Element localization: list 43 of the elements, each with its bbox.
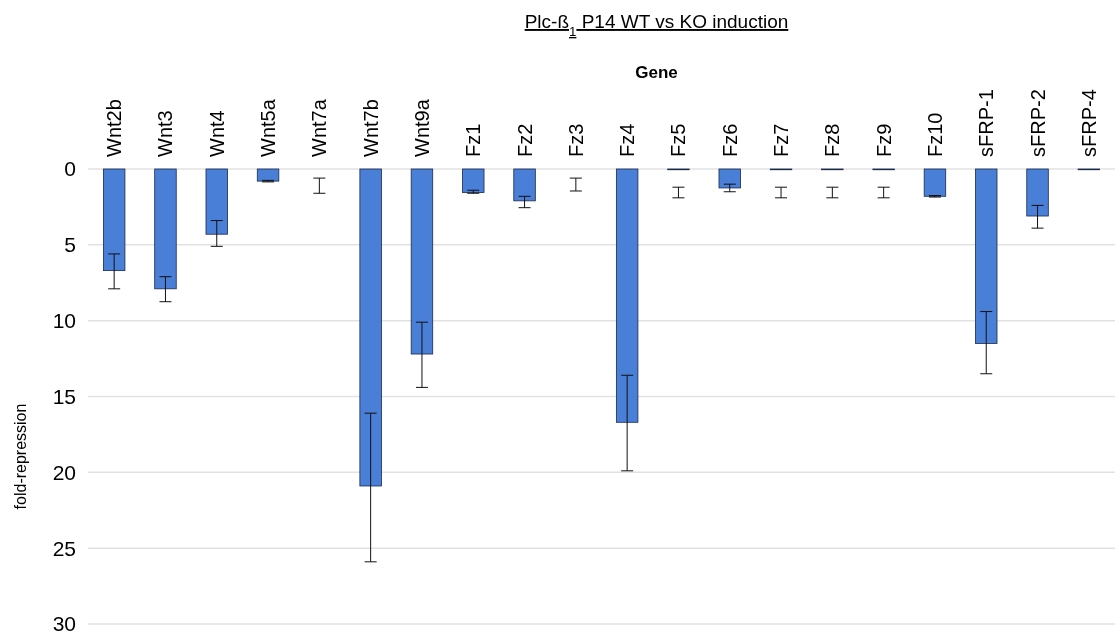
bar [154, 168, 177, 290]
x-tick-label: Wnt7b [359, 99, 382, 157]
bar [205, 168, 228, 235]
x-tick-label: Wnt7a [308, 98, 331, 157]
x-tick-label: Wnt2b [103, 99, 126, 157]
y-tick-label: 5 [64, 233, 76, 257]
x-tick-label: Wnt5a [257, 98, 280, 157]
x-tick-label: Fz1 [462, 123, 485, 157]
x-tick-label: Fz6 [718, 123, 741, 157]
bar [410, 168, 434, 355]
y-tick-label: 20 [52, 460, 76, 484]
y-tick-label: 25 [52, 536, 76, 560]
x-tick-label: Fz9 [872, 123, 895, 157]
bar [923, 168, 947, 197]
bar [975, 168, 998, 344]
x-tick-label: Fz5 [667, 123, 690, 157]
y-tick-label: 30 [52, 612, 76, 636]
y-tick-label: 0 [64, 157, 76, 181]
x-tick-label: Fz7 [770, 123, 793, 157]
x-tick-label: Fz4 [616, 123, 639, 157]
x-tick-label: Fz8 [821, 123, 844, 157]
x-tick-label: Wnt3 [154, 110, 177, 157]
y-axis-title: fold-repression [12, 403, 29, 510]
x-tick-label: sFRP-2 [1026, 89, 1049, 157]
y-tick-label: 10 [52, 309, 76, 333]
bar [462, 168, 485, 193]
x-tick-label: sFRP-4 [1077, 89, 1100, 157]
bar [718, 168, 741, 189]
bar [256, 168, 280, 182]
y-tick-label: 15 [52, 384, 76, 408]
bar [615, 168, 639, 423]
bar [513, 168, 536, 202]
x-tick-label: Fz10 [923, 112, 946, 157]
bar [1026, 168, 1049, 217]
chart-title: Plc-ß$_{1}$ P14 WT vs KO induction [524, 11, 789, 39]
x-tick-label: Wnt4 [205, 110, 228, 157]
x-axis-title: Gene [635, 63, 678, 82]
x-tick-label: sFRP-1 [975, 89, 998, 157]
x-tick-label: Wnt9a [410, 98, 433, 157]
x-tick-label: Fz3 [564, 123, 587, 157]
x-tick-label: Fz2 [513, 123, 536, 157]
bar [102, 168, 126, 272]
bar [359, 168, 382, 487]
